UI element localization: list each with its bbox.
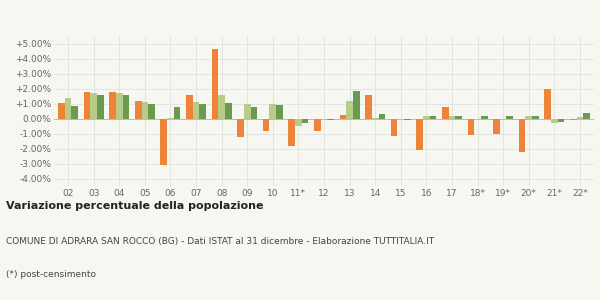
Text: COMUNE DI ADRARA SAN ROCCO (BG) - Dati ISTAT al 31 dicembre - Elaborazione TUTTI: COMUNE DI ADRARA SAN ROCCO (BG) - Dati I…: [6, 237, 434, 246]
Bar: [148, 104, 155, 118]
Bar: [397, 118, 404, 119]
Bar: [500, 118, 506, 120]
Bar: [314, 118, 320, 130]
Bar: [302, 118, 308, 123]
Bar: [142, 102, 148, 119]
Bar: [58, 103, 65, 118]
Bar: [244, 103, 251, 118]
Bar: [519, 118, 526, 152]
Bar: [481, 116, 488, 118]
Bar: [506, 116, 513, 119]
Bar: [474, 118, 481, 120]
Bar: [557, 118, 565, 122]
Bar: [416, 118, 423, 150]
Bar: [583, 113, 590, 118]
Bar: [544, 88, 551, 119]
Bar: [346, 101, 353, 118]
Bar: [365, 94, 372, 118]
Bar: [251, 107, 257, 118]
Bar: [91, 93, 97, 118]
Bar: [372, 118, 379, 119]
Bar: [276, 105, 283, 119]
Bar: [65, 98, 71, 119]
Bar: [442, 107, 449, 118]
Bar: [379, 114, 385, 118]
Bar: [320, 118, 328, 119]
Bar: [97, 95, 104, 119]
Bar: [455, 116, 462, 118]
Bar: [295, 118, 302, 126]
Bar: [449, 116, 455, 118]
Bar: [212, 49, 218, 118]
Bar: [391, 118, 397, 136]
Bar: [109, 92, 116, 119]
Bar: [218, 95, 225, 119]
Bar: [328, 118, 334, 120]
Bar: [526, 116, 532, 119]
Bar: [174, 107, 181, 118]
Bar: [237, 118, 244, 136]
Bar: [167, 118, 174, 119]
Bar: [186, 95, 193, 119]
Bar: [493, 118, 500, 134]
Bar: [71, 106, 78, 118]
Bar: [116, 93, 122, 118]
Bar: [353, 91, 359, 118]
Bar: [269, 104, 276, 118]
Bar: [532, 116, 539, 118]
Text: Variazione percentuale della popolazione: Variazione percentuale della popolazione: [6, 201, 263, 211]
Bar: [263, 118, 269, 131]
Bar: [135, 101, 142, 118]
Bar: [225, 103, 232, 118]
Bar: [570, 118, 577, 120]
Bar: [430, 116, 436, 119]
Bar: [551, 118, 557, 123]
Bar: [340, 115, 346, 119]
Bar: [577, 117, 583, 118]
Bar: [193, 102, 199, 119]
Bar: [160, 118, 167, 165]
Bar: [467, 118, 474, 135]
Bar: [122, 94, 129, 118]
Bar: [404, 118, 411, 120]
Bar: [289, 118, 295, 146]
Bar: [423, 116, 430, 119]
Bar: [199, 103, 206, 118]
Text: (*) post-censimento: (*) post-censimento: [6, 270, 96, 279]
Bar: [83, 92, 91, 119]
